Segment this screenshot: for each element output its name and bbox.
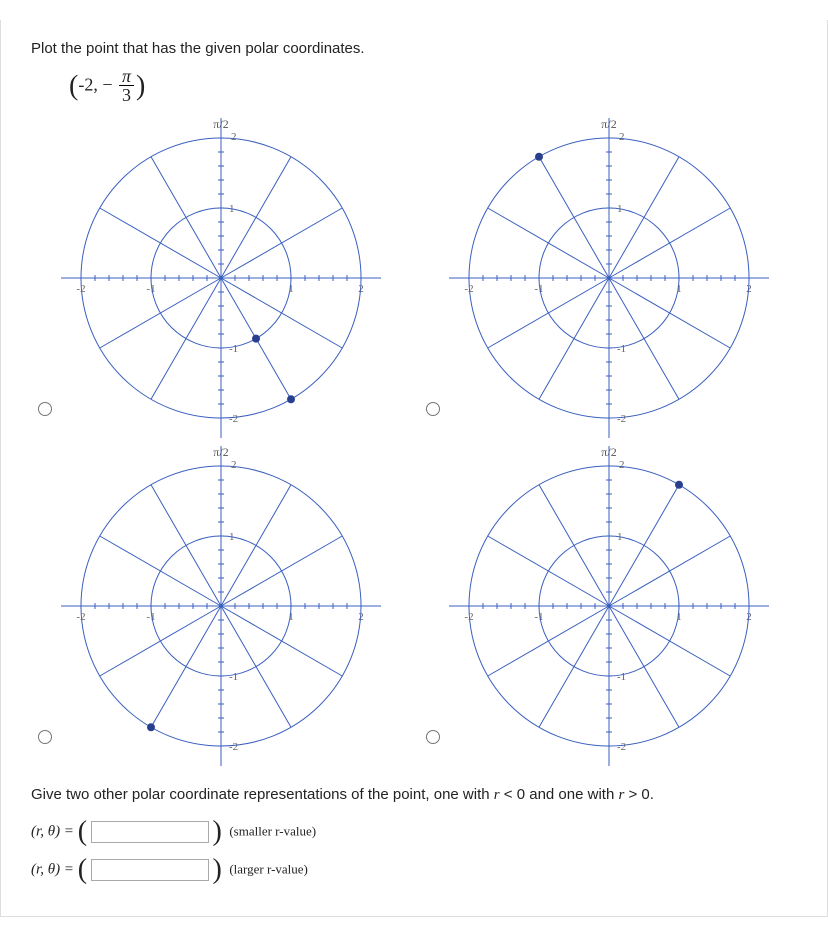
svg-text:1: 1 [229, 531, 235, 543]
svg-text:π/2: π/2 [601, 118, 616, 131]
polar-chart-4: -2-112π/2201-1-2 [449, 446, 769, 766]
svg-text:1: 1 [229, 203, 235, 215]
prompt-text: Plot the point that has the given polar … [31, 40, 797, 57]
polar-chart-1: -2-112π/2201-1-2 [61, 118, 381, 438]
svg-text:π/2: π/2 [601, 446, 616, 459]
option-cell-1: -2-112π/2201-1-2 [31, 118, 411, 438]
given-r: -2 [78, 75, 93, 95]
hint-smaller: (smaller r-value) [229, 824, 316, 839]
larger-r-input[interactable] [91, 859, 209, 881]
svg-text:2: 2 [746, 283, 752, 295]
svg-text:-1: -1 [617, 343, 626, 355]
svg-text:π/2: π/2 [213, 446, 228, 459]
option-radio-2[interactable] [426, 402, 440, 416]
option-cell-3: -2-112π/2201-1-2 [31, 446, 411, 766]
svg-text:-2: -2 [617, 413, 626, 425]
svg-text:-1: -1 [146, 611, 155, 623]
svg-text:1: 1 [617, 203, 623, 215]
svg-text:1: 1 [288, 611, 294, 623]
answer-row-larger: (r, θ) = ( ) (larger r-value) [31, 854, 797, 886]
second-prompt: Give two other polar coordinate represen… [31, 784, 797, 807]
svg-text:-2: -2 [76, 283, 85, 295]
rtheta-label-2: (r, θ) = [31, 862, 78, 878]
svg-text:1: 1 [617, 531, 623, 543]
smaller-r-input[interactable] [91, 821, 209, 843]
svg-text:2: 2 [358, 283, 364, 295]
polar-chart-3: -2-112π/2201-1-2 [61, 446, 381, 766]
option-cell-4: -2-112π/2201-1-2 [419, 446, 799, 766]
option-radio-3[interactable] [38, 730, 52, 744]
svg-text:-2: -2 [464, 283, 473, 295]
given-point-formula: (-2, − π 3 ) [69, 67, 797, 106]
svg-text:-2: -2 [617, 741, 626, 753]
theta-sign: − [102, 75, 112, 95]
svg-text:-2: -2 [76, 611, 85, 623]
svg-text:-1: -1 [617, 671, 626, 683]
svg-text:1: 1 [676, 611, 682, 623]
answer-row-smaller: (r, θ) = ( ) (smaller r-value) [31, 816, 797, 848]
svg-text:-2: -2 [229, 413, 238, 425]
svg-text:1: 1 [288, 283, 294, 295]
svg-text:-1: -1 [229, 343, 238, 355]
svg-text:2: 2 [619, 131, 625, 143]
theta-fraction: π 3 [119, 67, 134, 106]
option-cell-2: -2-112π/2201-1-2 [419, 118, 799, 438]
svg-text:-1: -1 [534, 611, 543, 623]
svg-text:2: 2 [231, 131, 237, 143]
chart-options-grid: -2-112π/2201-1-2 -2-112π/2201-1-2 -2-112… [31, 118, 797, 766]
polar-chart-2: -2-112π/2201-1-2 [449, 118, 769, 438]
question-card: Plot the point that has the given polar … [0, 20, 828, 917]
svg-text:2: 2 [231, 459, 237, 471]
option-radio-1[interactable] [38, 402, 52, 416]
svg-text:-2: -2 [229, 741, 238, 753]
svg-text:2: 2 [746, 611, 752, 623]
option-radio-4[interactable] [426, 730, 440, 744]
svg-text:-2: -2 [464, 611, 473, 623]
svg-text:1: 1 [676, 283, 682, 295]
svg-text:2: 2 [619, 459, 625, 471]
hint-larger: (larger r-value) [229, 862, 308, 877]
svg-text:-1: -1 [146, 283, 155, 295]
rtheta-label-1: (r, θ) = [31, 824, 78, 840]
svg-text:-1: -1 [229, 671, 238, 683]
svg-text:2: 2 [358, 611, 364, 623]
svg-text:-1: -1 [534, 283, 543, 295]
svg-text:π/2: π/2 [213, 118, 228, 131]
